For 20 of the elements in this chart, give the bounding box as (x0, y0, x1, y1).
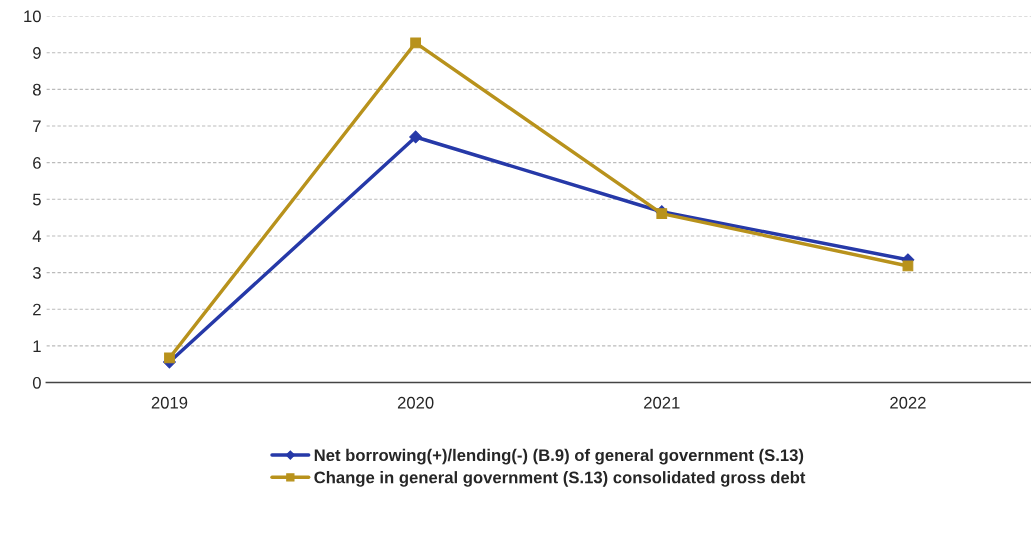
y-tick-label: 6 (33, 157, 41, 169)
y-tick-label: 5 (32, 193, 41, 206)
y-tick-label: 7 (33, 120, 41, 133)
y-tick-label: 0 (32, 376, 41, 389)
x-tick-label: 2019 (151, 396, 188, 409)
y-tick-label: 3 (32, 266, 41, 279)
y-tick-label: 8 (32, 83, 41, 96)
y-tick-label: 4 (32, 230, 42, 242)
y-tick-label: 10 (24, 10, 41, 23)
point (410, 37, 421, 49)
point (164, 352, 175, 364)
x-tick-label: 2022 (890, 396, 926, 409)
y-tick-label: 1 (33, 340, 41, 352)
y-tick-label: 9 (33, 47, 41, 59)
y-tick-label: 2 (33, 303, 41, 316)
point (409, 130, 423, 144)
legend-label: Change in general government (S.13) consolidated gross debt (314, 471, 806, 487)
x-tick-label: 2021 (644, 396, 680, 409)
x-tick-label: 2020 (397, 396, 434, 409)
legend-label: Net borrowing(+)/lending(-) (B.9) of general government (S.13) (314, 448, 804, 465)
